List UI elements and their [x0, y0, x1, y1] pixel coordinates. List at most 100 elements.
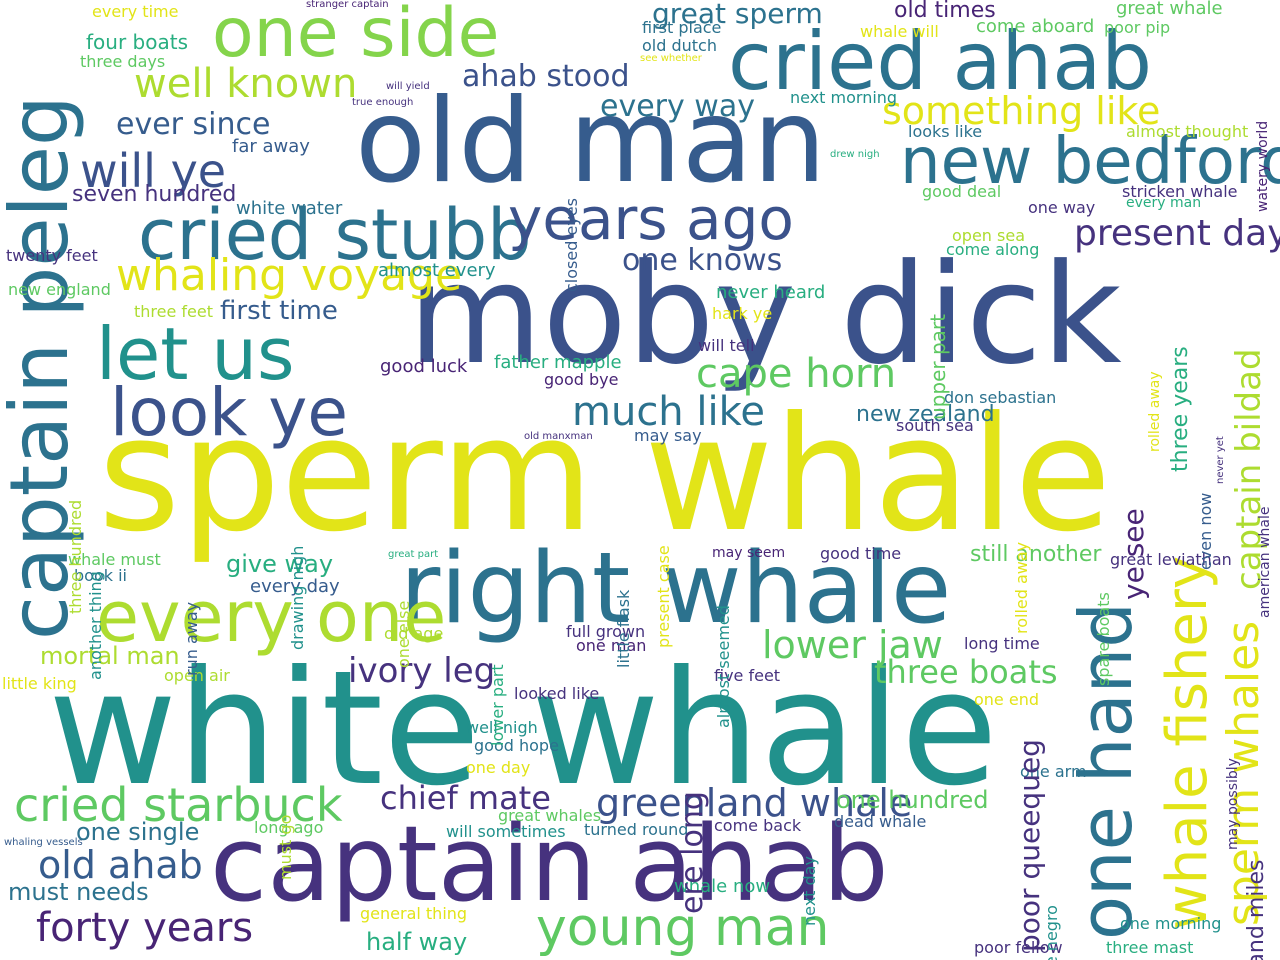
word-half-way: upper part — [926, 314, 950, 420]
word-new-zealand: far away — [232, 136, 310, 157]
word-whaling-vessels: whaling vessels — [4, 837, 83, 848]
word-good-deal: new england — [8, 280, 111, 299]
word-one-side: cried stubb — [138, 194, 532, 276]
word-must-needs: half way — [366, 928, 468, 956]
word-captain-bildad: ivory leg — [348, 651, 496, 691]
word-almost-thought: even now — [1196, 492, 1215, 570]
word-little-king: watery world — [1255, 120, 1271, 212]
word-general-thing: must go — [276, 814, 295, 880]
word-years-ago: whale fishery — [1155, 556, 1220, 930]
word-book-ii: three feet — [134, 302, 214, 321]
word-great-whale: old age — [384, 624, 444, 643]
word-looks-like: almost thought — [1126, 122, 1249, 141]
word-poor-fellow: little negro — [1042, 905, 1061, 960]
word-never-yet: rolled away — [1147, 371, 1163, 452]
word-three-feet: great leviathan — [1110, 550, 1232, 569]
word-never-heard: white water — [236, 198, 343, 219]
word-almost-seemed: three mast — [1106, 938, 1194, 957]
word-see-whether: see whether — [640, 53, 702, 64]
word-long-time: one morning — [1120, 914, 1222, 933]
word-long-ago: come back — [714, 816, 802, 835]
word-much-like: chief mate — [380, 779, 551, 817]
word-cape-horn: well known — [134, 61, 358, 107]
word-every-way: great sperm — [652, 0, 823, 30]
word-seven-hundred: old times — [894, 0, 996, 23]
word-little-negro: may possibly — [1225, 758, 1241, 850]
word-five-feet: looked like — [514, 684, 600, 703]
word-open-air: five feet — [714, 666, 781, 685]
word-greenland-whale: something like — [882, 89, 1161, 133]
word-one-day: open air — [164, 666, 230, 685]
word-three-days: come aboard — [976, 16, 1095, 37]
word-good-hope: one day — [466, 758, 531, 777]
word-come-along: stricken whale — [1122, 182, 1238, 201]
word-whale-will: whale will — [860, 22, 939, 41]
word-still-another: thousand miles — [1244, 859, 1269, 960]
word-open-sea: come along — [946, 240, 1040, 259]
word-captain-ahab: captain ahab — [210, 803, 889, 925]
word-first-place: three hundred — [66, 499, 85, 614]
word-one-knows: every way — [600, 89, 755, 124]
word-mortal-man: one single — [76, 818, 200, 846]
word-little-flask: three days — [80, 52, 166, 71]
word-every-day: four boats — [86, 30, 188, 54]
word-drawing-nigh: run away — [182, 601, 201, 676]
word-don-sebastian: don sebastian — [944, 388, 1057, 407]
word-forty-years: ere long — [675, 791, 710, 914]
word-four-boats: father mapple — [494, 352, 622, 373]
word-rolled-away: rolled away — [1012, 541, 1031, 634]
word-hark-ye: hark ye — [712, 304, 773, 323]
word-another-thing: lower part — [488, 664, 507, 746]
word-right-whale: right whale — [400, 532, 952, 646]
word-stranger-captain: stranger captain — [306, 0, 389, 10]
word-one-single: give way — [226, 550, 334, 578]
word-ahab-stood: one hundred — [836, 786, 989, 814]
word-closed-eyes: closed eyes — [562, 198, 581, 292]
word-three-boats: ever since — [116, 107, 271, 142]
word-every-one: new bedford — [900, 125, 1280, 199]
word-good-time: little flask — [614, 589, 633, 668]
word-well-known: forty years — [36, 905, 254, 951]
word-feet-long: three boats — [874, 653, 1058, 691]
word-upper-part: seven hundred — [72, 182, 237, 207]
word-present-day: poor queequeg — [1013, 739, 1046, 952]
word-stricken-whale: looks like — [908, 122, 983, 141]
word-three-hundred: another thing — [86, 571, 105, 680]
word-well-nigh: good hope — [474, 736, 559, 755]
word-next-morning: whale must — [68, 550, 161, 569]
word-whale-now: good bye — [544, 370, 619, 389]
word-chief-mate: ye see — [1117, 508, 1150, 600]
word-new-bedford: years ago — [508, 185, 794, 253]
word-new-england: every time — [92, 2, 179, 21]
word-look-ye: every one — [96, 576, 447, 658]
word-three-years: must needs — [8, 878, 149, 906]
word-sperm-whales: cried starbuck — [14, 778, 343, 832]
word-one-arm: great whales — [498, 806, 602, 825]
word-something-like: cape horn — [696, 351, 897, 397]
word-must-go: little king — [2, 674, 77, 693]
word-lower-part: present case — [654, 545, 673, 648]
word-one-morning: dead whale — [834, 812, 927, 831]
word-one-else: may seem — [712, 545, 786, 561]
word-one-end: almost seemed — [714, 605, 733, 728]
word-one-hundred: one knows — [622, 243, 783, 278]
word-cried-ahab: cried ahab — [728, 15, 1153, 108]
word-come-aboard: good deal — [922, 182, 1002, 201]
word-full-grown: one end — [974, 690, 1039, 709]
word-good-luck: good time — [820, 544, 902, 563]
word-dead-whale: turned round — [584, 820, 689, 839]
word-turned-round: will sometimes — [446, 822, 566, 841]
word-every-time: twenty feet — [6, 246, 98, 265]
word-may-seem: south sea — [896, 416, 974, 435]
word-even-now: one way — [1028, 198, 1096, 217]
word-twenty-feet: open sea — [952, 226, 1025, 245]
word-old-times: still another — [970, 542, 1102, 567]
word-ever-since: ahab stood — [462, 59, 630, 94]
word-white-water: every day — [250, 576, 340, 597]
word-looked-like: one man — [576, 636, 647, 655]
word-old-dutch: old dutch — [642, 36, 717, 55]
word-cried-starbuck: young man — [536, 898, 830, 958]
word-let-us: let us — [96, 312, 295, 396]
word-great-leviathan: spare boats — [1094, 592, 1113, 686]
word-father-mapple: great whale — [1116, 0, 1223, 19]
